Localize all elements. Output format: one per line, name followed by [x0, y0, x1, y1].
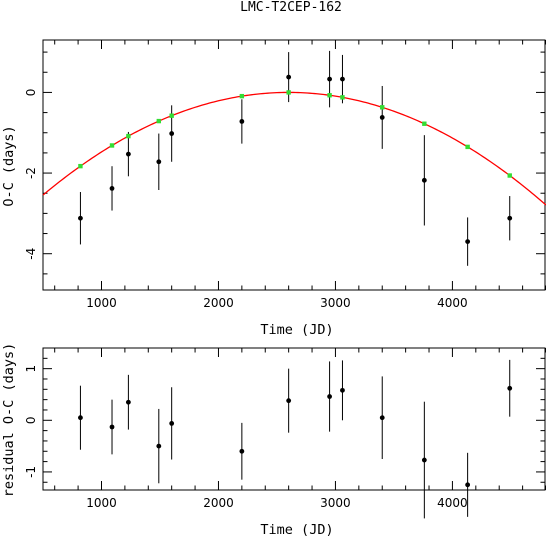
data-point [507, 385, 513, 391]
data-point [239, 448, 245, 454]
x-tick-label: 4000 [437, 496, 468, 510]
data-point [507, 215, 513, 221]
model-point [422, 121, 427, 126]
x-tick-label: 2000 [203, 496, 234, 510]
model-point [169, 113, 174, 118]
y-tick-label: 0 [24, 416, 38, 424]
data-point [421, 177, 427, 183]
y-tick-label: -1 [24, 466, 38, 478]
data-point [109, 185, 115, 191]
oc-plot: 1000 2000 3000 4000 0 -2 -4 [24, 39, 546, 310]
data-point [327, 394, 332, 399]
model-point [126, 133, 131, 139]
y-axis-title-top: O-C (days) [1, 125, 17, 206]
plot-frame [42, 39, 546, 291]
model-point [380, 105, 385, 110]
plot-frame [42, 347, 546, 491]
x-axis-title-bottom: Time (JD) [260, 522, 333, 538]
data-point [327, 76, 332, 82]
model-point [286, 90, 291, 95]
model-point [340, 95, 345, 100]
data-point [109, 424, 115, 430]
data-point [78, 215, 83, 221]
model-point [465, 144, 470, 150]
data-point [156, 159, 162, 165]
y-tick-label: 1 [24, 365, 38, 373]
data-point [465, 482, 471, 488]
data-point [379, 115, 385, 120]
x-tick-label: 1000 [86, 296, 117, 310]
x-tick-label: 3000 [320, 296, 351, 310]
data-point [125, 399, 131, 405]
x-axis-title-top: Time (JD) [260, 322, 333, 338]
data-point [169, 131, 175, 136]
data-point [239, 119, 245, 124]
model-point [327, 93, 332, 98]
data-point [286, 398, 292, 404]
data-point [156, 443, 162, 449]
model-point [78, 163, 83, 169]
data-point [465, 239, 471, 245]
data-point [379, 415, 385, 421]
x-tick-label: 4000 [437, 296, 468, 310]
data-point [125, 151, 131, 157]
y-tick-label: 0 [24, 89, 38, 97]
y-tick-label: -4 [24, 248, 38, 260]
residual-plot: 1000 2000 3000 4000 1 0 -1 [24, 347, 546, 519]
data-point [78, 415, 83, 421]
y-tick-label: -2 [24, 167, 38, 179]
data-point [286, 74, 292, 80]
data-point [169, 420, 175, 426]
data-point [340, 387, 345, 393]
x-tick-label: 2000 [203, 296, 234, 310]
data-point [421, 457, 427, 463]
model-curve [42, 91, 546, 206]
model-point [156, 118, 162, 124]
model-point [109, 143, 115, 148]
x-tick-label: 1000 [86, 496, 117, 510]
model-point [507, 173, 512, 178]
x-tick-label: 3000 [320, 496, 351, 510]
chart-title: LMC-T2CEP-162 [240, 0, 342, 15]
data-point [340, 76, 345, 82]
model-point [239, 93, 245, 99]
y-axis-title-bottom: residual O-C (days) [1, 343, 17, 497]
